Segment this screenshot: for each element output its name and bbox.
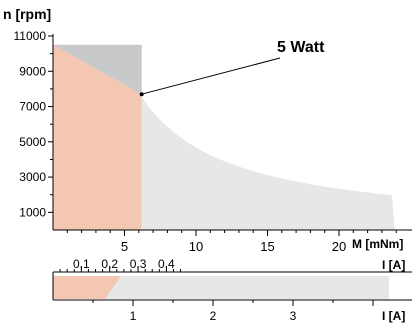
torque-axis-label: M [mNm]	[352, 237, 403, 251]
main-chart-area	[53, 44, 395, 230]
power-annotation-label: 5 Watt	[277, 39, 325, 56]
current-band-rest	[53, 276, 389, 299]
current-top-tick-label-3: 0,4	[158, 257, 175, 271]
current-bottom-tick-label-3: 3	[290, 309, 297, 323]
y-tick-label-3000: 3000	[19, 170, 46, 184]
y-tick-label-7000: 7000	[19, 100, 46, 114]
torque-tick-label-20: 20	[332, 239, 346, 254]
torque-tick-label-15: 15	[260, 239, 274, 254]
y-tick-label-1000: 1000	[19, 205, 46, 219]
current-top-tick-label-1: 0,2	[101, 257, 118, 271]
y-axis-label: n [rpm]	[3, 6, 51, 22]
annotation-point	[139, 92, 144, 97]
region-power-hyperbola-region	[141, 44, 395, 230]
current-top-tick-label-0: 0,1	[73, 257, 90, 271]
current-axis-top-label: I [A]	[382, 258, 405, 272]
current-axis-bottom-label: I [A]	[382, 309, 405, 323]
y-tick-label-11000: 11000	[14, 29, 47, 43]
region-short-term-operation-upper	[53, 44, 142, 95]
current-band-continuous	[53, 276, 121, 299]
torque-tick-label-10: 10	[189, 239, 203, 254]
current-band	[53, 276, 389, 299]
current-bottom-tick-label-2: 2	[210, 309, 217, 323]
y-tick-label-9000: 9000	[19, 64, 46, 78]
axes: 1000 3000 5000 7000 9000 11000 5 10 15 20 0,1 0,2 0,…	[14, 29, 412, 323]
current-bottom-tick-label-1: 1	[130, 309, 137, 323]
torque-tick-label-5: 5	[121, 239, 128, 254]
current-top-tick-label-2: 0,3	[130, 257, 147, 271]
y-tick-label-5000: 5000	[19, 135, 46, 149]
annotation-leader-line	[141, 57, 281, 95]
region-continuous-operation	[53, 44, 142, 230]
